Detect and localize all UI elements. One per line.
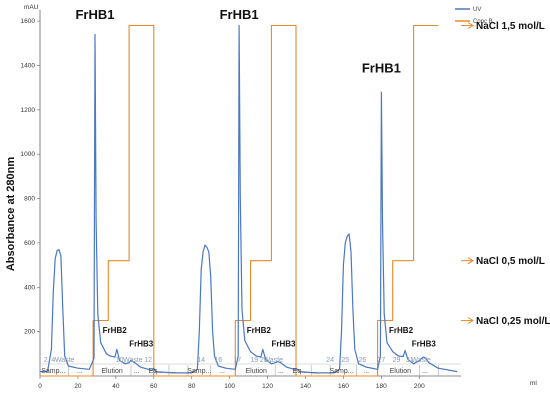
fraction-waste-label: Waste bbox=[411, 357, 431, 364]
y-tick-label: 1600 bbox=[21, 18, 36, 25]
peak-label: FrHB2 bbox=[247, 326, 272, 335]
phase-label: ... bbox=[422, 368, 428, 375]
phase-label: ... bbox=[134, 368, 140, 375]
conc-b-gradient-line bbox=[40, 24, 439, 377]
fraction-waste-label: Waste bbox=[123, 357, 143, 364]
fraction-number: 16 bbox=[214, 357, 222, 364]
y-tick-label: 1000 bbox=[21, 151, 36, 158]
x-tick-label: 60 bbox=[150, 383, 158, 390]
peak-label: FrHB2 bbox=[103, 326, 128, 335]
phase-label: ... bbox=[219, 368, 225, 375]
chart-series bbox=[39, 24, 458, 377]
y-axis-label: Absorbance at 280nm bbox=[5, 157, 17, 272]
phase-label: Samp... bbox=[41, 368, 65, 375]
fraction-number: 27 bbox=[377, 357, 385, 364]
nacl-arrowhead bbox=[467, 22, 474, 29]
nacl-label: NaCl 0,5 mol/L bbox=[476, 256, 545, 267]
phase-label: Elution bbox=[390, 368, 412, 375]
x-tick-label: 140 bbox=[300, 383, 311, 390]
phase-label: ... bbox=[312, 368, 318, 375]
x-tick-label: 0 bbox=[38, 383, 42, 390]
uv-absorbance-line bbox=[39, 24, 458, 374]
nacl-label: NaCl 0,25 mol/L bbox=[476, 316, 550, 327]
fraction-number: 17 bbox=[233, 357, 241, 364]
phase-label: ... bbox=[77, 368, 83, 375]
peak-label: FrHB1 bbox=[220, 7, 259, 22]
x-tick-label: 200 bbox=[414, 383, 425, 390]
fraction-number: 24 bbox=[326, 357, 334, 364]
fraction-number: 25 bbox=[341, 357, 349, 364]
fraction-number: 31 bbox=[406, 357, 414, 364]
x-tick-label: 40 bbox=[112, 383, 120, 390]
peak-label: FrHB3 bbox=[271, 339, 296, 348]
x-tick-label: 120 bbox=[262, 383, 273, 390]
peak-label: FrHB2 bbox=[389, 326, 414, 335]
x-unit-label: ml bbox=[530, 380, 537, 387]
phase-label: ... bbox=[278, 368, 284, 375]
nacl-label: NaCl 1,5 mol/L bbox=[476, 21, 545, 32]
fraction-number: 14 bbox=[197, 357, 205, 364]
peak-label: FrHB3 bbox=[412, 339, 437, 348]
peak-label: FrHB3 bbox=[129, 339, 154, 348]
fraction-waste-label: Waste bbox=[263, 357, 283, 364]
peak-label: FrHB1 bbox=[362, 60, 401, 75]
x-tick-label: 100 bbox=[224, 383, 235, 390]
y-unit-label: mAU bbox=[24, 4, 39, 11]
peak-label: FrHB1 bbox=[75, 7, 114, 22]
phase-label: Samp... bbox=[187, 368, 211, 375]
fraction-number: 12 bbox=[144, 357, 152, 364]
fraction-number: 26 bbox=[358, 357, 366, 364]
nacl-arrowhead bbox=[467, 257, 474, 265]
phase-label: ... bbox=[363, 368, 369, 375]
y-tick-label: 400 bbox=[24, 284, 35, 291]
fraction-number: 29 bbox=[393, 357, 401, 364]
phase-label: Elution bbox=[245, 368, 267, 375]
fraction-number: 2 bbox=[44, 357, 48, 364]
plot-axes: 200 400 600 800 1000 1200 1400 1600 0 20 40 60 80 100… bbox=[21, 10, 461, 390]
x-tick-label: 180 bbox=[376, 383, 387, 390]
x-tick-label: 160 bbox=[338, 383, 349, 390]
phase-label: Eq... bbox=[148, 368, 162, 375]
phase-label: Elution bbox=[101, 368, 123, 375]
y-tick-label: 1400 bbox=[21, 62, 36, 69]
phase-label: Eq... bbox=[293, 368, 307, 375]
fraction-number: 19 bbox=[250, 357, 258, 364]
fraction-number: 10 bbox=[116, 357, 124, 364]
nacl-arrowhead bbox=[467, 317, 474, 324]
fraction-number: 4 bbox=[51, 357, 55, 364]
phase-label: Samp... bbox=[329, 368, 353, 375]
y-tick-label: 600 bbox=[24, 240, 35, 247]
x-tick-label: 80 bbox=[188, 383, 196, 390]
y-tick-label: 1200 bbox=[21, 107, 36, 114]
y-tick-label: 800 bbox=[24, 196, 35, 203]
fraction-waste-label: Waste bbox=[55, 357, 75, 364]
y-tick-label: 200 bbox=[24, 329, 35, 336]
legend-entry: Conc B bbox=[473, 19, 493, 25]
fraction-number: 21 bbox=[260, 357, 268, 364]
phase-label: ... bbox=[170, 368, 176, 375]
legend-entry: UV bbox=[473, 7, 481, 13]
x-tick-label: 20 bbox=[74, 383, 82, 390]
